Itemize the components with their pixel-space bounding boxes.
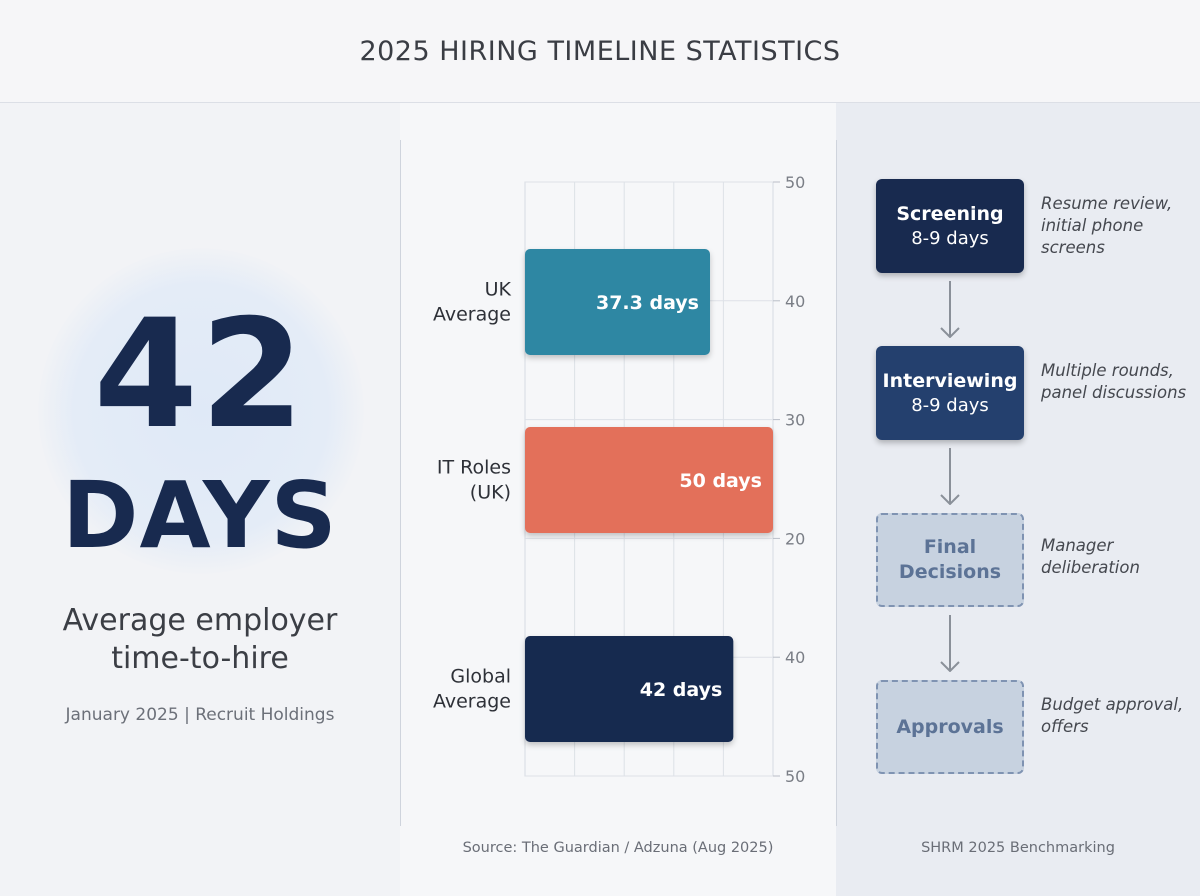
stage-title: Screening bbox=[896, 202, 1004, 225]
bar bbox=[525, 427, 773, 533]
hero-subtitle-line-1: Average employer bbox=[62, 603, 338, 638]
axis-tick-label: 40 bbox=[785, 648, 805, 667]
stage-box: Interviewing 8-9 days bbox=[876, 346, 1024, 440]
stage-duration: 8-9 days bbox=[911, 394, 989, 416]
hero-number: 42 bbox=[93, 288, 307, 462]
axis-tick-label: 50 bbox=[785, 173, 805, 192]
category-label: IT Roles bbox=[437, 457, 511, 479]
chart-bars: 37.3 days 50 days 42 days bbox=[525, 249, 773, 742]
hero-subtitle-line-2: time-to-hire bbox=[111, 641, 289, 676]
stage-note: Budget approval, offers bbox=[1041, 695, 1184, 736]
panel-divider-left bbox=[400, 140, 401, 826]
stage-title: Final Decisions bbox=[898, 536, 1002, 583]
category-label: Global bbox=[450, 666, 511, 688]
stage-note: Resume review, initial phone screens bbox=[1041, 194, 1173, 257]
stage-box: Screening 8-9 days bbox=[876, 179, 1024, 273]
stage-title: Approvals bbox=[896, 715, 1004, 738]
chart-source: Source: The Guardian / Adzuna (Aug 2025) bbox=[462, 840, 774, 856]
stage-box: Approvals bbox=[876, 680, 1024, 774]
bar bbox=[525, 636, 734, 742]
header-bar: 2025 HIRING TIMELINE STATISTICS bbox=[0, 0, 1200, 103]
bar-value-label: 37.3 days bbox=[596, 292, 699, 314]
bar bbox=[525, 249, 711, 355]
hero-glow bbox=[38, 248, 364, 574]
category-label: UK bbox=[485, 279, 512, 301]
flow-arrow-icon bbox=[940, 448, 960, 505]
stage-title: Interviewing bbox=[882, 369, 1018, 392]
category-label: (UK) bbox=[470, 482, 511, 504]
axis-tick-label: 40 bbox=[785, 292, 805, 311]
bar-value-label: 42 days bbox=[640, 679, 723, 701]
hero-source: January 2025 | Recruit Holdings bbox=[65, 705, 335, 725]
axis-tick-label: 30 bbox=[785, 411, 805, 430]
process-source: SHRM 2025 Benchmarking bbox=[921, 840, 1115, 856]
axis-tick-label: 50 bbox=[785, 767, 805, 786]
flow-arrow-icon bbox=[940, 281, 960, 338]
page-title: 2025 HIRING TIMELINE STATISTICS bbox=[359, 35, 841, 67]
panel-divider-right bbox=[836, 140, 837, 826]
bar-chart: 50 40 30 20 40 50 37.3 days 50 days 42 days UK A… bbox=[433, 173, 805, 786]
chart-category-labels: UK Average IT Roles (UK) Global Average bbox=[433, 279, 512, 713]
chart-axis-ticks: 50 40 30 20 40 50 bbox=[773, 173, 805, 786]
stage-note: Manager deliberation bbox=[1041, 536, 1140, 577]
hero-unit: DAYS bbox=[62, 462, 338, 569]
stage-note: Multiple rounds, panel discussions bbox=[1041, 361, 1187, 402]
axis-tick-label: 20 bbox=[785, 529, 805, 548]
category-label: Average bbox=[433, 304, 511, 326]
category-label: Average bbox=[433, 691, 511, 713]
hero-subtitle: Average employer time-to-hire bbox=[0, 602, 400, 678]
bar-value-label: 50 days bbox=[679, 470, 762, 492]
stage-duration: 8-9 days bbox=[911, 227, 989, 249]
stage-box: Final Decisions bbox=[876, 513, 1024, 607]
flow-arrow-icon bbox=[940, 615, 960, 672]
